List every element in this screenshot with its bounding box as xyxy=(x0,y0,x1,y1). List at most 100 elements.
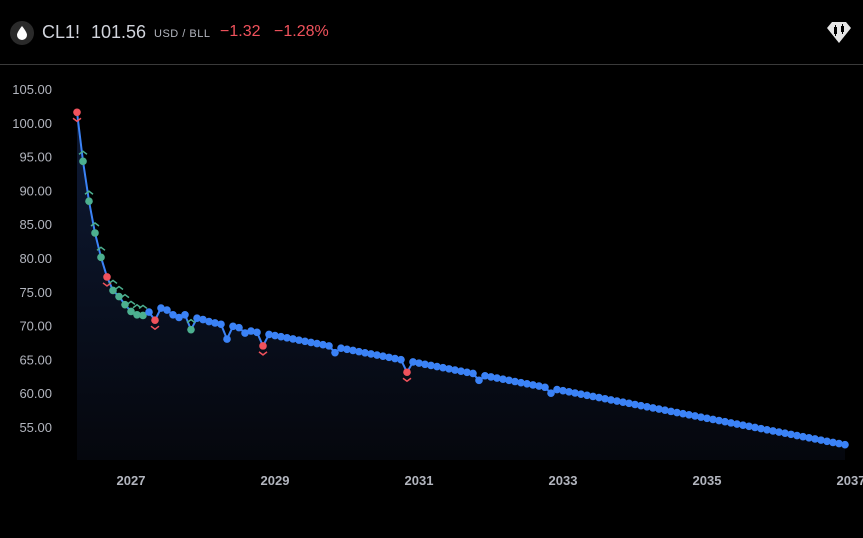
y-tick-label: 85.00 xyxy=(19,217,52,232)
y-tick-label: 90.00 xyxy=(19,183,52,198)
data-point xyxy=(469,369,477,378)
up-chevron-icon xyxy=(126,300,136,306)
data-point xyxy=(451,366,459,374)
data-point xyxy=(595,393,603,402)
data-point xyxy=(739,421,747,429)
data-point xyxy=(661,406,669,415)
up-chevron-icon xyxy=(138,304,148,310)
data-point xyxy=(343,345,351,354)
data-point xyxy=(481,371,489,380)
data-point xyxy=(787,430,795,439)
data-point xyxy=(841,440,849,449)
data-point xyxy=(199,315,207,324)
symbol[interactable]: CL1! xyxy=(42,22,81,42)
data-point xyxy=(619,398,627,406)
data-point xyxy=(241,329,249,337)
price-change-percent: −1.28% xyxy=(274,23,329,40)
data-point xyxy=(655,405,663,413)
data-point xyxy=(247,327,255,335)
data-point xyxy=(331,348,339,357)
data-point xyxy=(355,347,363,356)
data-point xyxy=(169,310,177,319)
data-point xyxy=(253,328,261,337)
up-chevron-icon xyxy=(90,222,100,227)
data-point xyxy=(817,436,825,444)
data-point xyxy=(685,411,693,419)
data-point xyxy=(151,316,159,324)
data-point xyxy=(85,197,93,206)
data-point xyxy=(679,409,687,418)
data-point xyxy=(211,319,219,327)
data-point xyxy=(121,300,129,309)
up-chevron-icon xyxy=(108,279,118,285)
data-point xyxy=(703,414,711,423)
unit: USD / BLL xyxy=(154,28,211,40)
data-point xyxy=(205,317,213,326)
x-tick-label: 2035 xyxy=(693,473,722,488)
data-point xyxy=(97,253,105,262)
data-point xyxy=(457,367,465,375)
down-chevron-icon xyxy=(150,325,160,331)
data-point xyxy=(229,322,237,331)
data-point xyxy=(835,439,843,448)
data-point xyxy=(601,394,609,403)
data-point xyxy=(667,407,675,416)
data-point xyxy=(613,397,621,405)
data-point xyxy=(439,363,447,372)
data-point xyxy=(145,308,153,316)
data-point xyxy=(79,157,87,166)
data-point xyxy=(289,335,297,343)
data-point xyxy=(577,390,585,398)
data-point xyxy=(487,373,495,381)
candlestick-diamond-icon[interactable] xyxy=(826,20,852,49)
data-point xyxy=(823,437,831,446)
data-point xyxy=(529,381,537,389)
x-tick-label: 2037 xyxy=(837,473,863,488)
data-point xyxy=(349,346,357,355)
data-point xyxy=(637,401,645,410)
data-point xyxy=(397,355,405,364)
data-point xyxy=(559,386,567,395)
y-tick-label: 55.00 xyxy=(19,420,52,435)
data-point xyxy=(379,352,387,361)
data-point xyxy=(319,340,327,349)
data-point xyxy=(427,361,435,370)
down-chevron-icon xyxy=(102,282,112,287)
price: 101.56 xyxy=(91,22,147,42)
down-chevron-icon xyxy=(72,117,82,123)
data-point xyxy=(571,389,579,397)
y-tick-label: 95.00 xyxy=(19,150,52,165)
data-point xyxy=(565,388,573,396)
y-tick-label: 65.00 xyxy=(19,352,52,367)
data-point xyxy=(541,383,549,392)
up-chevron-icon xyxy=(120,293,130,299)
data-point xyxy=(127,307,135,316)
data-point xyxy=(313,339,321,348)
data-point xyxy=(259,342,267,350)
x-tick-label: 2029 xyxy=(261,473,290,488)
data-point xyxy=(709,415,717,424)
data-point xyxy=(217,320,225,329)
data-point xyxy=(325,342,333,350)
data-point xyxy=(295,336,303,344)
data-point xyxy=(361,348,369,357)
x-tick-label: 2033 xyxy=(549,473,578,488)
data-point xyxy=(271,331,279,340)
y-tick-label: 80.00 xyxy=(19,251,52,266)
curve-area-fill xyxy=(77,112,845,461)
data-point xyxy=(631,400,639,409)
y-tick-label: 75.00 xyxy=(19,285,52,300)
data-point xyxy=(535,382,543,390)
data-point xyxy=(367,350,375,358)
data-point xyxy=(523,380,531,388)
futures-curve-chart[interactable]: 105.00 100.00 95.00 90.00 85.00 80.00 75.00 70.… xyxy=(0,66,863,538)
data-point xyxy=(733,420,741,428)
data-point xyxy=(691,412,699,420)
down-chevron-icon xyxy=(258,351,268,356)
data-point xyxy=(433,362,441,371)
up-chevron-icon xyxy=(114,285,124,291)
data-point xyxy=(769,427,777,435)
data-point xyxy=(133,310,141,319)
data-point xyxy=(811,435,819,443)
data-point xyxy=(385,353,393,362)
